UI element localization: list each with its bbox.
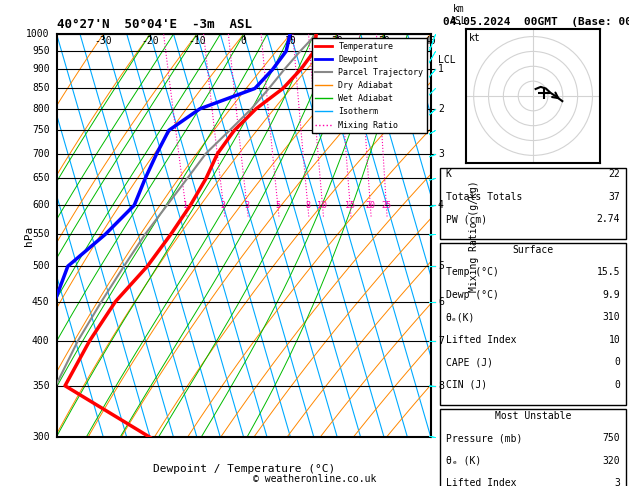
Text: 40°27'N  50°04'E  -3m  ASL: 40°27'N 50°04'E -3m ASL (57, 18, 252, 32)
Text: Mixing Ratio (g/kg): Mixing Ratio (g/kg) (469, 180, 479, 292)
Text: 7: 7 (438, 336, 443, 346)
Bar (440, 409, 626, 486)
Text: 22: 22 (608, 169, 620, 179)
Text: 400: 400 (32, 336, 50, 346)
Text: 750: 750 (32, 125, 50, 136)
Text: hPa: hPa (23, 226, 33, 246)
Text: -10: -10 (188, 36, 206, 46)
Text: 2: 2 (438, 104, 443, 114)
Text: 0: 0 (241, 36, 247, 46)
Legend: Temperature, Dewpoint, Parcel Trajectory, Dry Adiabat, Wet Adiabat, Isotherm, Mi: Temperature, Dewpoint, Parcel Trajectory… (312, 38, 426, 133)
Text: 1000: 1000 (26, 29, 50, 39)
Text: 10: 10 (608, 335, 620, 345)
Text: -30: -30 (94, 36, 112, 46)
Text: 0: 0 (615, 380, 620, 390)
Text: 300: 300 (32, 433, 50, 442)
Text: km
ASL: km ASL (450, 4, 468, 26)
Text: 20: 20 (365, 201, 376, 209)
Text: 600: 600 (32, 200, 50, 210)
Text: 800: 800 (32, 104, 50, 114)
Text: 15.5: 15.5 (597, 267, 620, 278)
Text: Temp (°C): Temp (°C) (446, 267, 499, 278)
Text: 850: 850 (32, 84, 50, 93)
Text: Lifted Index: Lifted Index (446, 478, 516, 486)
Text: 30: 30 (378, 36, 390, 46)
Text: 700: 700 (32, 149, 50, 158)
Text: 2.74: 2.74 (597, 214, 620, 224)
Bar (440, 243, 626, 405)
Text: 20: 20 (331, 36, 343, 46)
Text: 10: 10 (285, 36, 296, 46)
Text: K: K (446, 169, 452, 179)
Text: 04.05.2024  00GMT  (Base: 00): 04.05.2024 00GMT (Base: 00) (443, 17, 629, 27)
Text: 40: 40 (425, 36, 437, 46)
Text: 3: 3 (615, 478, 620, 486)
Bar (440, 168, 626, 239)
Text: 900: 900 (32, 64, 50, 74)
Text: 500: 500 (32, 261, 50, 271)
Text: 550: 550 (32, 229, 50, 239)
Text: 9.9: 9.9 (603, 290, 620, 300)
Text: 1: 1 (183, 201, 188, 209)
Text: 25: 25 (381, 201, 391, 209)
Text: 8: 8 (438, 381, 443, 391)
Text: 320: 320 (603, 456, 620, 466)
Text: 750: 750 (603, 433, 620, 443)
Text: Surface: Surface (513, 245, 554, 255)
Text: Most Unstable: Most Unstable (495, 411, 571, 421)
Text: PW (cm): PW (cm) (446, 214, 487, 224)
Text: 5: 5 (438, 261, 443, 271)
Text: 310: 310 (603, 312, 620, 322)
Text: Totals Totals: Totals Totals (446, 191, 522, 202)
Text: -20: -20 (142, 36, 159, 46)
Text: © weatheronline.co.uk: © weatheronline.co.uk (253, 473, 376, 484)
Text: CIN (J): CIN (J) (446, 380, 487, 390)
Text: 0: 0 (615, 357, 620, 367)
Text: 37: 37 (608, 191, 620, 202)
Text: Pressure (mb): Pressure (mb) (446, 433, 522, 443)
Text: 10: 10 (318, 201, 328, 209)
Text: 950: 950 (32, 46, 50, 56)
Text: 3: 3 (244, 201, 249, 209)
Text: 5: 5 (276, 201, 281, 209)
Text: kt: kt (469, 33, 481, 43)
Text: 650: 650 (32, 174, 50, 183)
Text: 2: 2 (221, 201, 226, 209)
Text: 4: 4 (438, 200, 443, 210)
Text: θₑ(K): θₑ(K) (446, 312, 476, 322)
Text: 8: 8 (305, 201, 310, 209)
Text: Dewpoint / Temperature (°C): Dewpoint / Temperature (°C) (153, 464, 335, 474)
Text: θₑ (K): θₑ (K) (446, 456, 481, 466)
Text: 350: 350 (32, 381, 50, 391)
Text: 3: 3 (438, 149, 443, 158)
Text: 6: 6 (438, 296, 443, 307)
Text: Dewp (°C): Dewp (°C) (446, 290, 499, 300)
Text: CAPE (J): CAPE (J) (446, 357, 493, 367)
Text: 450: 450 (32, 296, 50, 307)
Text: LCL: LCL (438, 55, 455, 65)
Text: Lifted Index: Lifted Index (446, 335, 516, 345)
Text: 1: 1 (438, 64, 443, 74)
Text: 15: 15 (345, 201, 355, 209)
